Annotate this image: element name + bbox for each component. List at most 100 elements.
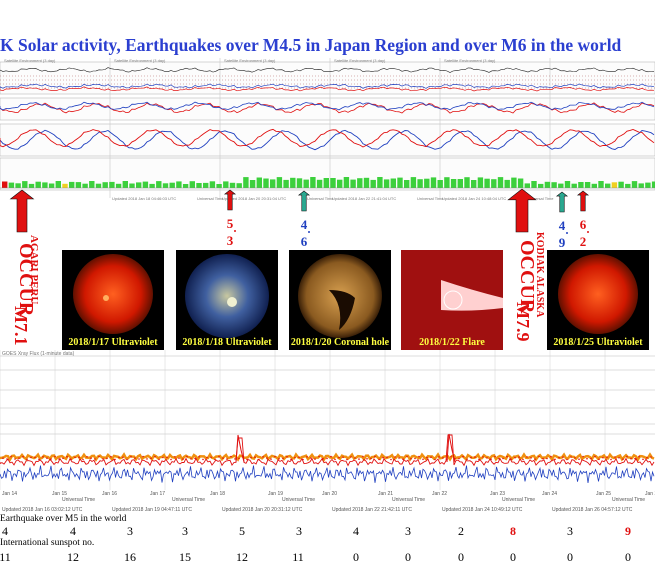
xray-dot	[182, 458, 184, 460]
xray-day-label: Jan 16	[102, 491, 117, 497]
xray-day-label: Jan 21	[378, 491, 393, 497]
kp-bar	[223, 181, 229, 188]
kp-bar	[471, 180, 477, 188]
kp-bar	[75, 182, 82, 188]
eq-count-6: 4	[353, 524, 359, 538]
kp-bar	[149, 183, 155, 188]
xray-dot	[178, 457, 180, 459]
xray-dot	[62, 457, 64, 460]
xray-dot	[98, 455, 100, 458]
kp-bar	[450, 179, 457, 188]
xray-dot	[106, 457, 108, 460]
xray-timestamp: Updated 2018 Jan 16 03:02:12 UTC	[2, 507, 83, 513]
xray-dot	[166, 456, 168, 459]
xray-dot	[250, 456, 252, 459]
xray-dot	[6, 458, 8, 460]
xray-dot	[102, 458, 104, 460]
sunspot-count-10: 0	[567, 550, 573, 564]
kp-bar	[571, 183, 577, 188]
xray-dot	[434, 458, 436, 461]
xray-day-label: Jan 17	[150, 491, 165, 497]
xray-day-label: Jan 25	[596, 491, 611, 497]
xray-dot	[18, 457, 20, 459]
kp-bar	[605, 183, 611, 188]
xray-dot	[38, 458, 40, 461]
xray-dot	[562, 456, 564, 458]
kp-bar	[142, 181, 149, 188]
xray-dot	[222, 457, 224, 459]
xray-dot	[206, 456, 208, 459]
xray-dot	[310, 457, 312, 459]
xray-dot	[442, 457, 444, 459]
eq-left-magnitude: M7.1	[11, 306, 31, 346]
xray-timestamp: Updated 2018 Jan 24 10:49:12 UTC	[442, 507, 523, 513]
kp-bar	[363, 177, 370, 188]
xray-dot	[386, 456, 388, 458]
xray-long-series	[0, 452, 655, 462]
eq-count-4: 5	[239, 524, 245, 538]
xray-timestamp: Updated 2018 Jan 19 04:47:11 UTC	[112, 507, 192, 513]
upper-axis-label: Universal Time	[197, 196, 224, 201]
xray-dot	[394, 456, 396, 458]
xray-dot	[522, 458, 524, 461]
xray-dot	[202, 458, 204, 461]
xray-dot	[186, 455, 188, 458]
kp-bar	[229, 182, 236, 188]
kp-bar	[611, 182, 618, 188]
xray-dot	[366, 458, 368, 460]
xray-dot	[370, 457, 372, 460]
kp-bar	[249, 180, 256, 188]
xray-dot	[110, 455, 112, 458]
xray-timestamp: Updated 2018 Jan 20 20:31:12 UTC	[222, 507, 303, 513]
xray-dot	[422, 458, 424, 461]
xray-dot	[26, 458, 28, 461]
xray-dot	[214, 458, 216, 461]
arrow-bottom-value-3: 2	[580, 234, 587, 249]
xray-dot	[558, 456, 560, 459]
upper-axis-label: Universal Time	[417, 196, 444, 201]
kp-bar	[457, 179, 463, 188]
kp-bar	[129, 183, 135, 188]
xray-dot	[94, 458, 96, 460]
photo-caption: 2018/1/25 Ultraviolet	[553, 337, 643, 348]
series-hp-red	[0, 102, 655, 114]
xray-dot	[218, 456, 220, 458]
eq-count-8: 2	[458, 524, 464, 538]
xray-dot	[530, 457, 532, 459]
arrow-top-value-1: 4	[301, 217, 308, 232]
xray-dot	[450, 455, 452, 458]
xray-dot	[490, 458, 492, 460]
kp-bar	[524, 183, 530, 188]
eq-right-occur: OCCUR	[516, 240, 538, 314]
xray-dot	[398, 457, 400, 459]
xray-dot	[634, 457, 636, 460]
eq-right-magnitude: M7.9	[513, 302, 533, 342]
xray-dot	[14, 458, 16, 460]
xray-dot	[598, 458, 600, 461]
xray-dot	[286, 455, 288, 458]
arrow-bottom-value-2: 9	[559, 235, 566, 250]
xray-dot	[646, 456, 648, 459]
xray-dot	[258, 458, 260, 461]
photo-caption: 2018/1/20 Coronal hole	[290, 337, 390, 348]
xray-dot	[362, 455, 364, 458]
upper-timestamp: Updated 2018 Jan 22 21:41:04 UTC	[332, 196, 396, 201]
xray-dot	[650, 456, 652, 458]
xray-dot	[358, 458, 360, 460]
kp-bar	[417, 179, 423, 188]
sunspot-count-1: 12	[67, 550, 79, 564]
xray-dot	[506, 455, 508, 458]
kp-bar	[330, 178, 336, 188]
kp-bar	[28, 183, 35, 188]
xray-dot	[150, 457, 152, 460]
xray-dot	[606, 456, 608, 458]
kp-bar	[511, 177, 517, 188]
xray-flux-label: GOES Xray Flux (1-minute data)	[2, 351, 75, 357]
xray-dot	[526, 456, 528, 458]
xray-dot	[482, 456, 484, 458]
kp-bar	[404, 180, 410, 188]
xray-dot	[582, 455, 584, 458]
xray-dot	[602, 456, 604, 459]
xray-day-label: Jan 20	[322, 491, 337, 497]
xray-dot	[414, 457, 416, 460]
